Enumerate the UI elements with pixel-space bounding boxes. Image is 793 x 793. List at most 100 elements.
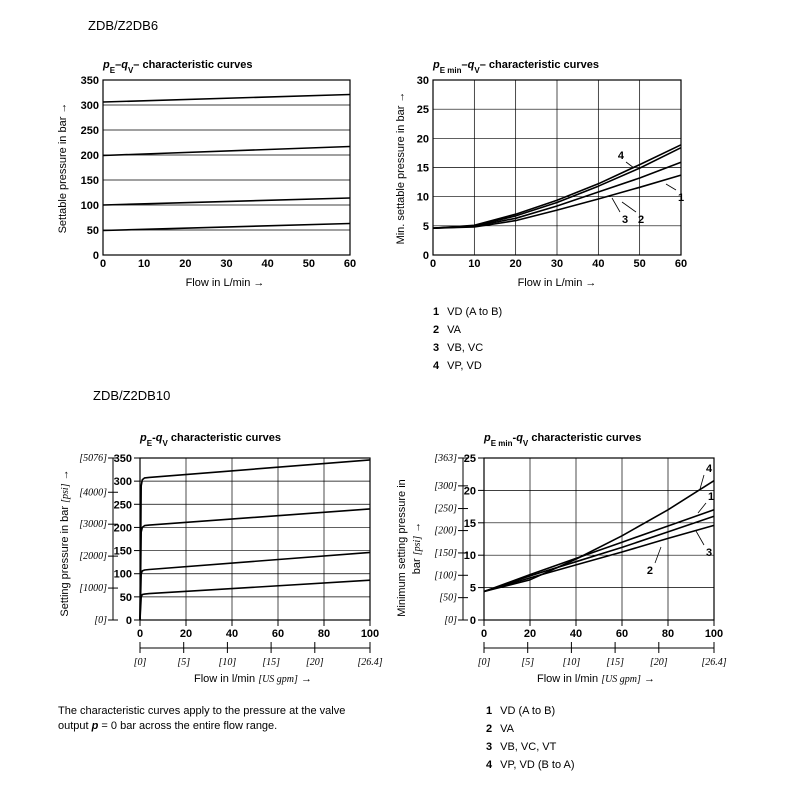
curve-leader-line bbox=[699, 474, 705, 490]
x-tick-label: 0 bbox=[137, 628, 143, 640]
chart-title: pE min-qV characteristic curves bbox=[483, 432, 641, 448]
curve-leader-line bbox=[665, 183, 677, 191]
legend-item: 2 VA bbox=[486, 723, 515, 735]
legend-item: 4 VP, VD bbox=[433, 360, 482, 372]
x-tick-label: 40 bbox=[592, 258, 604, 270]
y-tick-label: 0 bbox=[470, 615, 476, 627]
legend-item: 2 VA bbox=[433, 324, 462, 336]
x-tick-label: 0 bbox=[481, 628, 487, 640]
x-axis-label: Flow in l/min [US gpm] → bbox=[537, 673, 655, 685]
y-tick-label: 15 bbox=[464, 518, 476, 530]
legend-item: 4 VP, VD (B to A) bbox=[486, 759, 575, 771]
y-tick-label: 20 bbox=[417, 133, 429, 145]
secondary-x-tick-label: [10] bbox=[563, 657, 581, 668]
secondary-y-tick-label: [200] bbox=[434, 526, 457, 537]
series-line bbox=[139, 508, 371, 621]
y-tick-label: 30 bbox=[417, 75, 429, 87]
chart-title: pE-qV characteristic curves bbox=[139, 432, 281, 448]
series-line bbox=[102, 93, 351, 103]
x-tick-label: 20 bbox=[179, 258, 191, 270]
secondary-y-tick-label: [5076] bbox=[79, 453, 107, 464]
x-tick-label: 50 bbox=[303, 258, 315, 270]
series-line bbox=[483, 480, 715, 593]
legend-zdb10: 1 VD (A to B) 2 VA 3 VB, VC, VT 4 VP, VD (B … bbox=[486, 705, 575, 771]
secondary-x-tick-label: [15] bbox=[606, 657, 624, 668]
secondary-x-tick-label: [20] bbox=[650, 657, 668, 668]
x-tick-label: 30 bbox=[220, 258, 232, 270]
legend-item: 1 VD (A to B) bbox=[486, 705, 555, 717]
curve-leader-line bbox=[654, 546, 662, 564]
legend-zdb6: 1 VD (A to B) 2 VA 3 VB, VC 4 VP, VD bbox=[433, 306, 502, 372]
section-title-zdb10: ZDB/Z2DB10 bbox=[93, 388, 170, 403]
x-tick-label: 30 bbox=[551, 258, 563, 270]
curve-label: 4 bbox=[618, 150, 625, 162]
y-tick-label: 300 bbox=[81, 100, 99, 112]
x-axis-label: Flow in L/min → bbox=[186, 277, 265, 289]
chart-pemin-qv-zdb10: pE min-qV characteristic curves Flow in … bbox=[396, 432, 727, 685]
legend-item: 1 VD (A to B) bbox=[433, 306, 502, 318]
curve-label: 4 bbox=[706, 463, 713, 475]
chart-pe-qv-zdb10: pE-qV characteristic curves Flow in l/mi… bbox=[59, 432, 383, 685]
x-tick-label: 80 bbox=[318, 628, 330, 640]
secondary-x-tick-label: [10] bbox=[219, 657, 237, 668]
secondary-y-tick-label: [300] bbox=[434, 481, 457, 492]
curve-label: 2 bbox=[647, 565, 653, 577]
series-line bbox=[139, 579, 371, 621]
y-tick-label: 25 bbox=[417, 104, 429, 116]
series-line bbox=[432, 144, 682, 229]
secondary-y-tick-label: [0] bbox=[94, 615, 107, 626]
x-tick-label: 20 bbox=[510, 258, 522, 270]
y-tick-label: 100 bbox=[81, 200, 99, 212]
y-tick-label: 5 bbox=[470, 583, 476, 595]
y-tick-label: 200 bbox=[114, 522, 132, 534]
curve-leader-line bbox=[625, 161, 635, 169]
x-tick-label: 80 bbox=[662, 628, 674, 640]
y-tick-label: 50 bbox=[87, 225, 99, 237]
y-axis-label-line1: Minimum setting pressure in bbox=[396, 479, 408, 617]
x-axis-label: Flow in l/min [US gpm] → bbox=[194, 673, 312, 685]
x-tick-label: 40 bbox=[226, 628, 238, 640]
curve-leader-line bbox=[611, 197, 621, 213]
series-line bbox=[139, 551, 371, 621]
x-tick-label: 40 bbox=[262, 258, 274, 270]
plot-frame bbox=[432, 79, 682, 256]
x-tick-label: 60 bbox=[616, 628, 628, 640]
curve-label: 3 bbox=[622, 214, 628, 226]
x-tick-label: 20 bbox=[180, 628, 192, 640]
plot-frame bbox=[139, 457, 371, 621]
series-line bbox=[483, 515, 715, 593]
chart-title: pE–qV– characteristic curves bbox=[102, 59, 253, 75]
x-tick-label: 60 bbox=[675, 258, 687, 270]
footnote-line2: output p = 0 bar across the entire flow … bbox=[58, 720, 277, 732]
y-axis-label: Min. settable pressure in bar → bbox=[395, 92, 407, 245]
series-line bbox=[102, 222, 351, 232]
x-tick-label: 0 bbox=[430, 258, 436, 270]
y-tick-label: 100 bbox=[114, 569, 132, 581]
plot-frame bbox=[102, 79, 351, 256]
y-tick-label: 0 bbox=[93, 250, 99, 262]
secondary-y-tick-label: [50] bbox=[439, 593, 457, 604]
curve-leader-line bbox=[697, 502, 707, 514]
y-tick-label: 150 bbox=[81, 175, 99, 187]
footnote: The characteristic curves apply to the p… bbox=[58, 705, 345, 717]
plot-frame bbox=[483, 457, 715, 621]
legend-item: 3 VB, VC bbox=[433, 342, 483, 354]
chart-pemin-qv-zdb6: pE min–qV– characteristic curves Flow in… bbox=[395, 59, 687, 289]
x-tick-label: 100 bbox=[361, 628, 379, 640]
y-tick-label: 25 bbox=[464, 453, 476, 465]
curve-label: 3 bbox=[706, 547, 712, 559]
secondary-x-tick-label: [5] bbox=[177, 657, 190, 668]
curve-label: 1 bbox=[678, 192, 684, 204]
chart-pe-qv-zdb6: pE–qV– characteristic curves Flow in L/m… bbox=[57, 59, 356, 289]
x-tick-label: 0 bbox=[100, 258, 106, 270]
curve-label: 1 bbox=[708, 491, 714, 503]
y-tick-label: 15 bbox=[417, 163, 429, 175]
secondary-y-tick-label: [363] bbox=[434, 453, 457, 464]
x-tick-label: 40 bbox=[570, 628, 582, 640]
series-line bbox=[483, 524, 715, 593]
x-tick-label: 50 bbox=[634, 258, 646, 270]
chart-title: pE min–qV– characteristic curves bbox=[432, 59, 599, 75]
series-line bbox=[102, 145, 351, 157]
y-tick-label: 0 bbox=[423, 250, 429, 262]
